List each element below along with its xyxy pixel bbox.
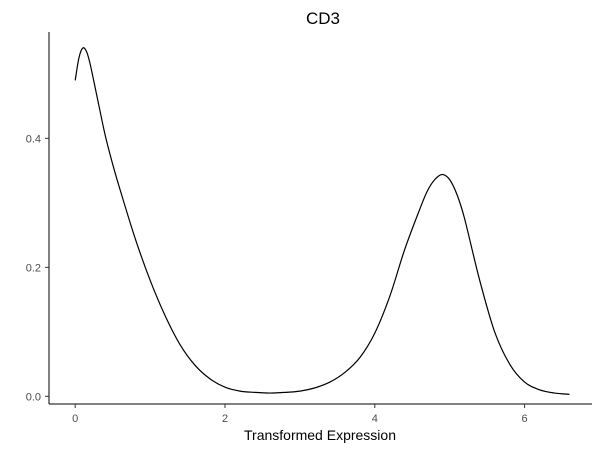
- y-tick-label: 0.0: [26, 391, 41, 403]
- x-tick-label: 4: [372, 413, 378, 425]
- density-curve-0: [74, 47, 570, 395]
- plot-area: [74, 47, 570, 395]
- x-axis-ticks: 0 2 4 6: [72, 404, 528, 425]
- x-tick-label: 2: [222, 413, 228, 425]
- x-tick-label: 6: [522, 413, 528, 425]
- x-axis-label: Transformed Expression: [244, 427, 396, 443]
- x-tick-label: 0: [72, 413, 78, 425]
- chart-title: CD3: [306, 9, 340, 28]
- y-tick-label: 0.4: [26, 133, 41, 145]
- y-tick-label: 0.2: [26, 262, 41, 274]
- y-axis-ticks: 0.0 0.2 0.4: [26, 133, 49, 403]
